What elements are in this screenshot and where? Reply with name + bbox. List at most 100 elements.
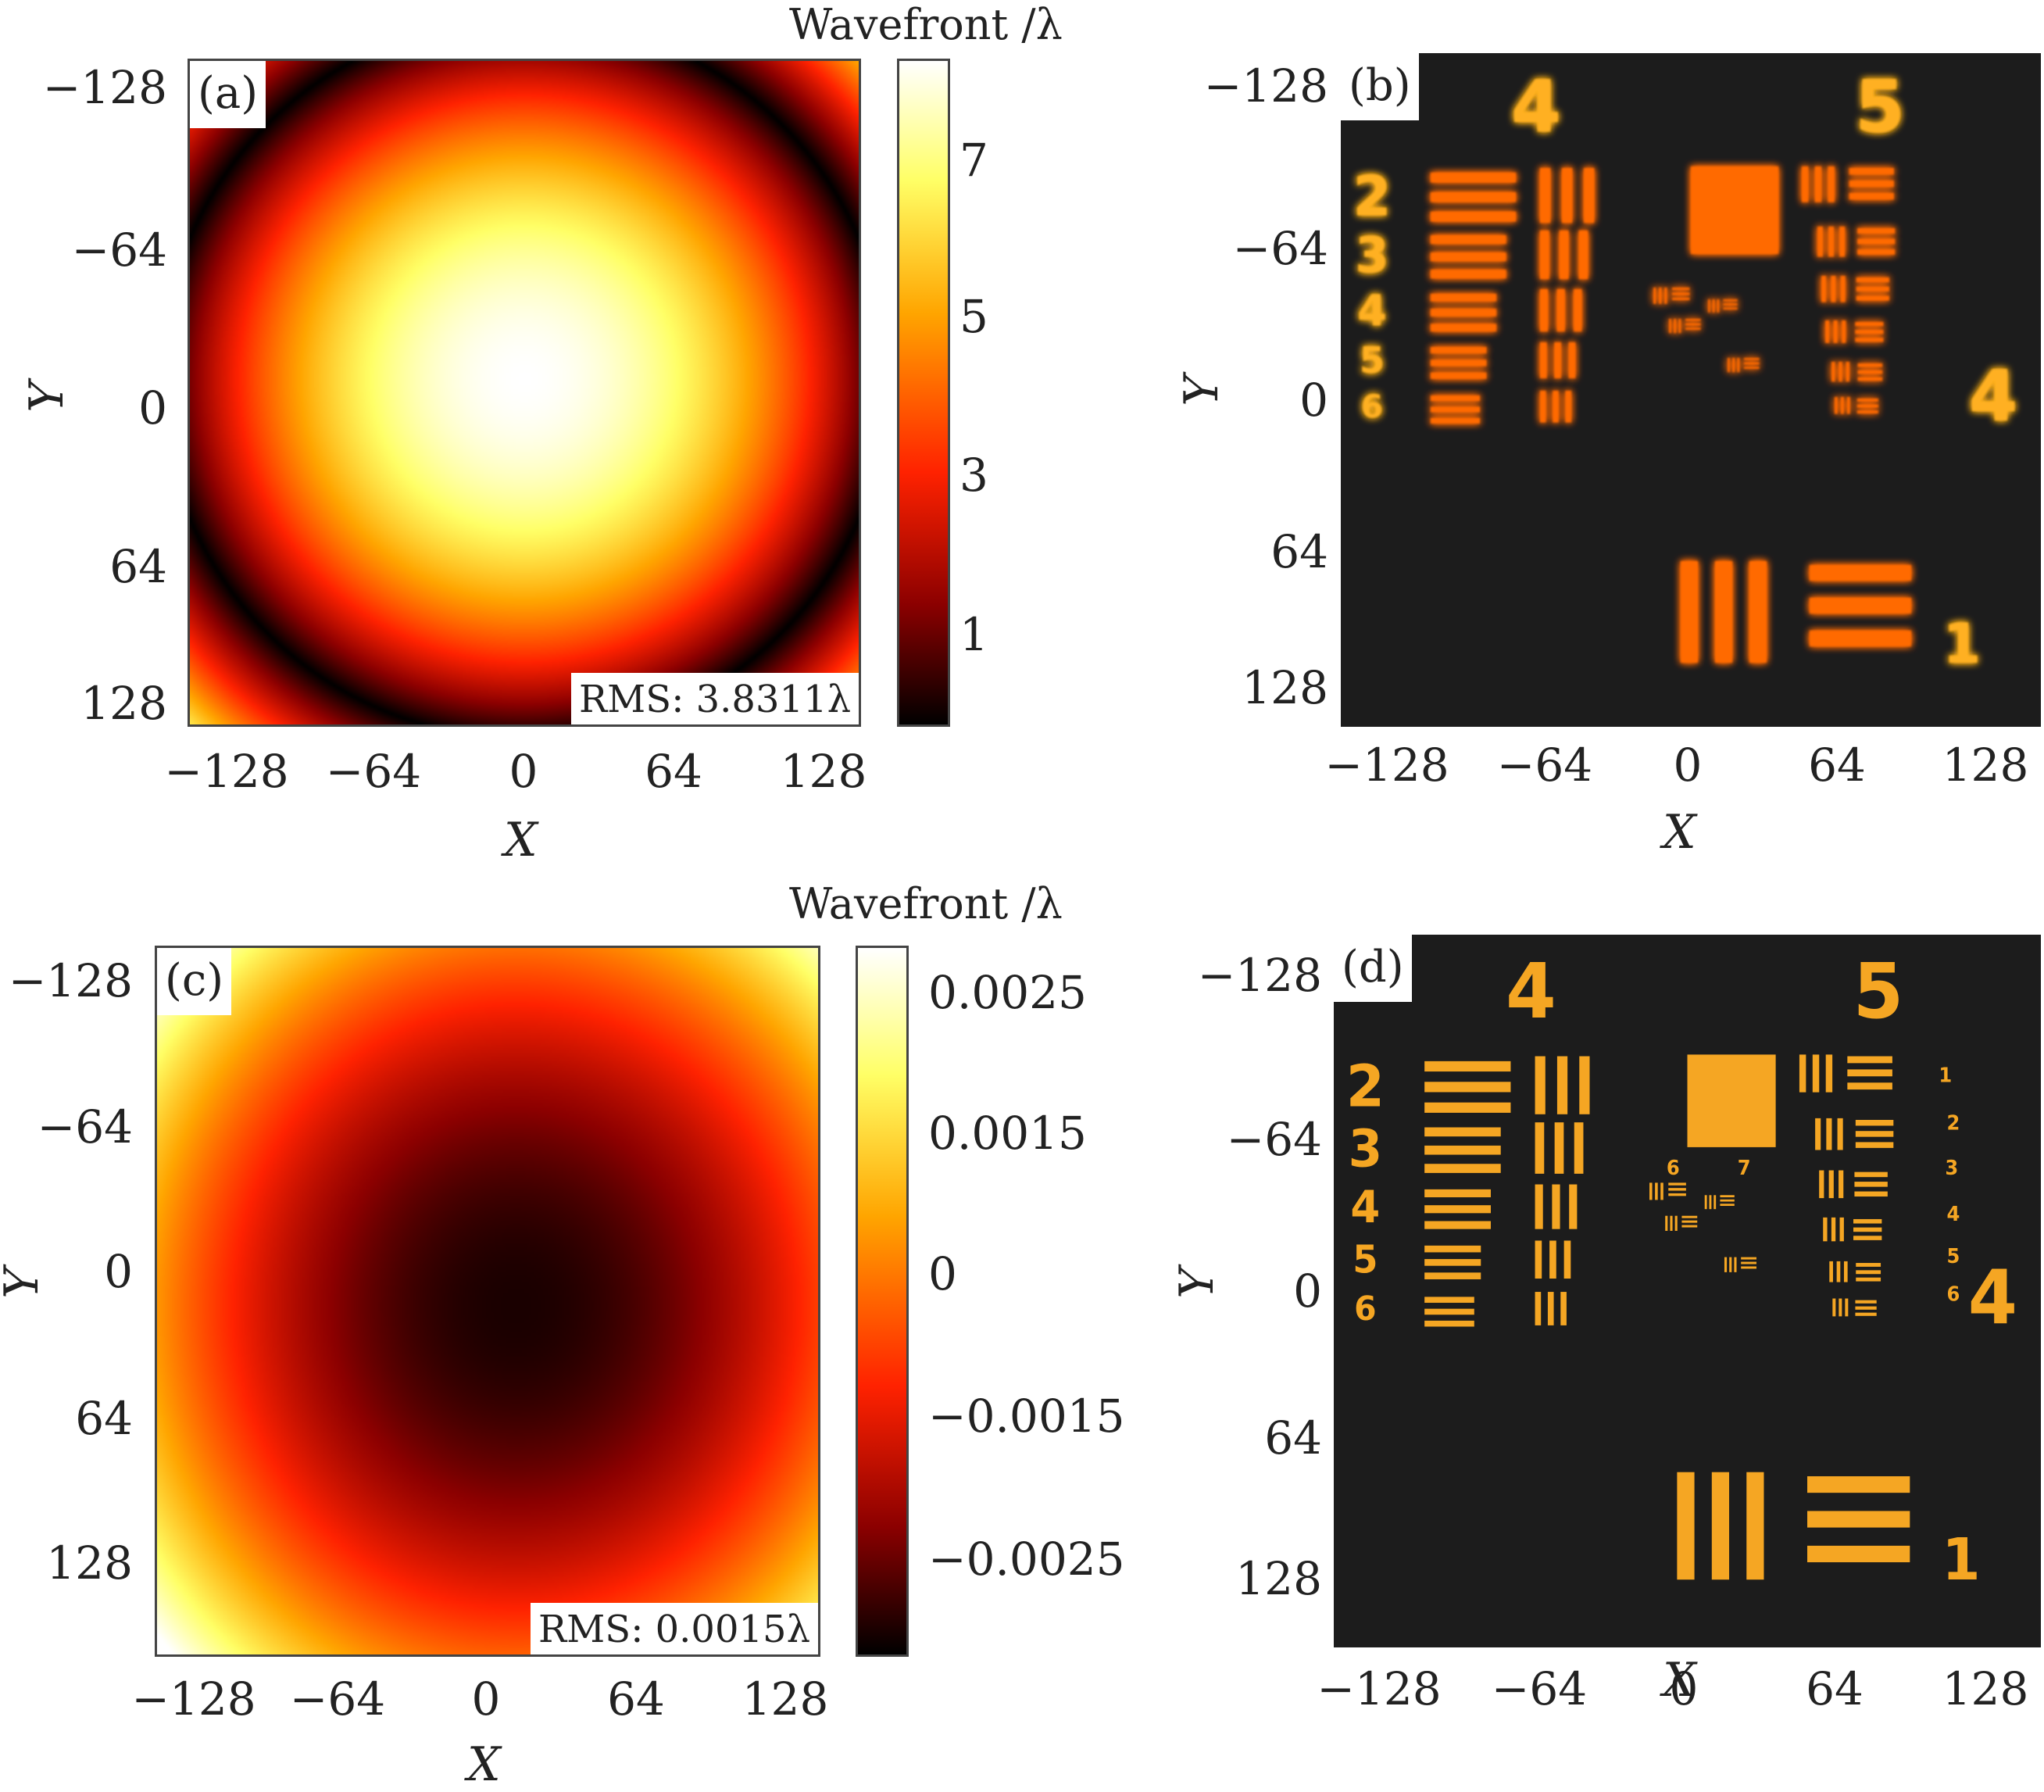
target-vertical-bar [1704,1195,1707,1210]
target-horizontal-bar [1744,367,1760,369]
panel-d-y-axis-label: Y [1169,1268,1224,1299]
target-horizontal-bar [1857,370,1883,374]
target-horizontal-bar [1847,1069,1892,1077]
target-vertical-bar [1831,276,1836,302]
target-horizontal-bar [1856,1270,1881,1275]
target-element-number: 4 [1350,1182,1380,1233]
target-vertical-bar [1839,227,1846,257]
target-vertical-bar [1664,288,1667,304]
target-vertical-bar [1737,358,1740,373]
target-vertical-bar [1556,289,1565,331]
target-vertical-bar [1579,1056,1590,1114]
panel-c-x-tick: 64 [607,1672,665,1726]
target-horizontal-bar [1424,1164,1501,1173]
target-vertical-bar [1842,320,1846,343]
target-vertical-bar [1828,1170,1834,1199]
target-horizontal-bar [1720,1195,1735,1198]
target-element-number: 5 [1353,1239,1378,1282]
target-vertical-bar [1553,391,1559,423]
target-small-number: 1 [1939,1064,1952,1087]
target-vertical-bar [1732,358,1735,373]
target-horizontal-bar [1853,1227,1882,1232]
target-element-number: 2 [1346,1053,1385,1121]
target-horizontal-bar [1849,180,1894,188]
target-horizontal-bar [1849,168,1894,175]
target-element-number: 3 [1349,1119,1383,1179]
target-vertical-bar [1823,1217,1828,1242]
target-horizontal-bar [1856,277,1889,283]
target-horizontal-bar [1810,598,1911,613]
target-vertical-bar [1549,1240,1556,1279]
target-horizontal-bar [1424,1102,1511,1113]
target-horizontal-bar [1681,1225,1698,1228]
target-horizontal-bar [1424,1082,1511,1093]
panel-c-y-tick: 64 [75,1392,133,1445]
target-vertical-bar [1711,1472,1730,1580]
panel-c-colorbar-tick: 0.0015 [928,1107,1087,1160]
target-vertical-bar [1540,342,1547,378]
target-horizontal-bar [1431,324,1496,331]
target-element-number: 6 [1361,388,1383,425]
target-horizontal-bar [1681,1215,1698,1218]
target-horizontal-bar [1847,1056,1892,1064]
target-group-number: 5 [1853,948,1904,1036]
target-vertical-bar [1819,1170,1824,1199]
target-horizontal-bar [1810,631,1911,646]
target-horizontal-bar [1431,309,1496,317]
target-square [1687,1054,1776,1147]
panel-b-y-tick: 128 [1242,661,1328,714]
target-horizontal-bar [1723,299,1738,302]
target-horizontal-bar [1431,294,1496,302]
target-horizontal-bar [1672,297,1690,300]
target-vertical-bar [1839,362,1842,382]
panel-a-y-tick: 128 [80,677,167,730]
panel-b-label: (b) [1341,53,1419,120]
target-vertical-bar [1535,1184,1543,1229]
target-small-number: 5 [1946,1245,1960,1268]
panel-c-colorbar-tick: 0 [928,1247,957,1300]
target-horizontal-bar [1856,1263,1881,1267]
panel-b-x-tick: 64 [1808,739,1866,792]
target-horizontal-bar [1856,404,1878,408]
panel-b-x-tick: −128 [1324,739,1449,792]
target-vertical-bar [1831,362,1835,382]
target-element-number: 1 [1942,1527,1980,1594]
target-square [1691,166,1778,254]
panel-a-x-axis-label: X [504,813,538,867]
panel-c-wavefront-map [157,948,818,1654]
target-vertical-bar [1560,1292,1567,1325]
target-vertical-bar [1828,166,1835,202]
panel-c-y-tick: −64 [37,1100,133,1154]
panel-d-x-tick: 128 [1942,1662,2029,1715]
target-vertical-bar [1574,1122,1584,1174]
target-small-number: 6 [1946,1282,1960,1306]
panel-d-y-tick: 0 [1293,1264,1322,1318]
target-vertical-bar [1659,288,1662,304]
target-vertical-bar [1677,1472,1695,1580]
target-vertical-bar [1825,320,1830,343]
target-group-number: 4 [1506,948,1556,1036]
target-horizontal-bar [1685,327,1701,330]
target-vertical-bar [1674,1215,1678,1231]
target-horizontal-bar [1424,1272,1481,1279]
panel-d-y-tick: −64 [1226,1113,1322,1166]
target-vertical-bar [1547,1292,1554,1325]
target-vertical-bar [1565,391,1571,423]
panel-d-x-tick: −64 [1491,1662,1588,1715]
panel-c-y-tick: 128 [46,1536,133,1590]
target-vertical-bar [1724,1257,1728,1272]
target-small-number: 4 [1946,1203,1960,1226]
target-vertical-bar [1826,1118,1832,1150]
panel-b-x-tick: 0 [1673,739,1703,792]
target-horizontal-bar [1723,307,1738,309]
panel-c-colorbar-tick: −0.0015 [928,1390,1125,1443]
target-small-number: 3 [1945,1156,1958,1179]
target-vertical-bar [1562,168,1573,224]
panel-c-y-tick: 0 [104,1245,133,1298]
panel-c-colorbar-tick: −0.0025 [928,1533,1125,1586]
panel-a-colorbar-tick: 5 [959,290,988,343]
panel-c-label: (c) [157,948,232,1015]
target-vertical-bar [1554,1122,1564,1174]
